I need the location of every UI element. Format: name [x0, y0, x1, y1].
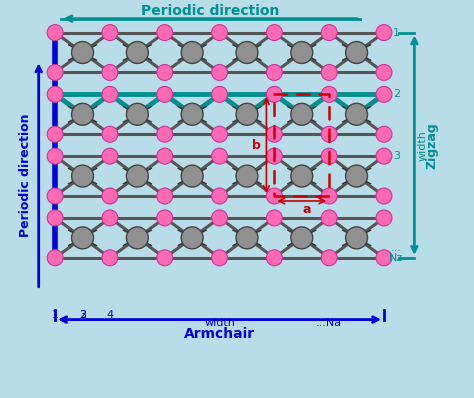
Text: 2: 2 — [393, 90, 400, 100]
Text: Periodic direction: Periodic direction — [141, 4, 279, 18]
Text: ...Na: ...Na — [316, 318, 342, 328]
Circle shape — [127, 165, 148, 187]
Text: 2: 2 — [79, 310, 86, 320]
Circle shape — [211, 25, 228, 41]
Circle shape — [72, 165, 93, 187]
Circle shape — [72, 227, 93, 249]
Text: 3: 3 — [393, 151, 400, 161]
Circle shape — [376, 188, 392, 204]
Circle shape — [157, 126, 173, 142]
Circle shape — [236, 41, 258, 63]
Text: b: b — [252, 139, 261, 152]
Circle shape — [321, 25, 337, 41]
Circle shape — [102, 148, 118, 164]
Circle shape — [376, 126, 392, 142]
Circle shape — [291, 227, 313, 249]
Text: Armchair: Armchair — [184, 326, 255, 341]
Circle shape — [266, 64, 283, 80]
Circle shape — [321, 126, 337, 142]
Circle shape — [102, 210, 118, 226]
Circle shape — [236, 227, 258, 249]
Text: Nz: Nz — [389, 253, 403, 263]
Circle shape — [266, 210, 283, 226]
Circle shape — [127, 41, 148, 63]
Circle shape — [346, 41, 367, 63]
Circle shape — [211, 210, 228, 226]
Circle shape — [291, 165, 313, 187]
Circle shape — [102, 86, 118, 102]
Text: width: width — [204, 318, 235, 328]
Circle shape — [266, 126, 283, 142]
Circle shape — [181, 165, 203, 187]
Circle shape — [376, 250, 392, 266]
Circle shape — [266, 188, 283, 204]
Circle shape — [157, 210, 173, 226]
Circle shape — [211, 188, 228, 204]
Text: 3: 3 — [79, 310, 86, 320]
Circle shape — [266, 25, 283, 41]
Circle shape — [321, 148, 337, 164]
Circle shape — [157, 86, 173, 102]
Circle shape — [47, 86, 63, 102]
Circle shape — [376, 210, 392, 226]
Circle shape — [211, 148, 228, 164]
Circle shape — [321, 188, 337, 204]
Circle shape — [102, 250, 118, 266]
Circle shape — [157, 148, 173, 164]
Circle shape — [47, 126, 63, 142]
Circle shape — [157, 188, 173, 204]
Text: a: a — [302, 203, 311, 217]
Circle shape — [211, 64, 228, 80]
Circle shape — [211, 250, 228, 266]
Circle shape — [102, 25, 118, 41]
Text: 1: 1 — [52, 310, 59, 320]
Circle shape — [102, 64, 118, 80]
Circle shape — [47, 250, 63, 266]
Circle shape — [211, 126, 228, 142]
Circle shape — [321, 86, 337, 102]
Circle shape — [102, 126, 118, 142]
Circle shape — [376, 25, 392, 41]
Circle shape — [157, 64, 173, 80]
Circle shape — [102, 188, 118, 204]
Circle shape — [321, 210, 337, 226]
Circle shape — [266, 148, 283, 164]
Circle shape — [47, 64, 63, 80]
Circle shape — [346, 165, 367, 187]
Circle shape — [127, 227, 148, 249]
Circle shape — [321, 250, 337, 266]
Circle shape — [181, 227, 203, 249]
Circle shape — [266, 250, 283, 266]
Circle shape — [47, 25, 63, 41]
Circle shape — [211, 86, 228, 102]
Circle shape — [127, 103, 148, 125]
Circle shape — [157, 250, 173, 266]
Text: Zigzag: Zigzag — [426, 122, 439, 169]
Circle shape — [291, 103, 313, 125]
Text: 4: 4 — [106, 310, 113, 320]
Circle shape — [376, 86, 392, 102]
Circle shape — [346, 227, 367, 249]
Circle shape — [376, 148, 392, 164]
Circle shape — [376, 64, 392, 80]
Circle shape — [236, 103, 258, 125]
Circle shape — [346, 103, 367, 125]
Circle shape — [291, 41, 313, 63]
Circle shape — [72, 103, 93, 125]
Circle shape — [181, 41, 203, 63]
Circle shape — [47, 210, 63, 226]
Circle shape — [47, 148, 63, 164]
Text: Periodic direction: Periodic direction — [19, 113, 32, 237]
Circle shape — [47, 188, 63, 204]
Circle shape — [181, 103, 203, 125]
Circle shape — [266, 86, 283, 102]
Circle shape — [236, 165, 258, 187]
Circle shape — [157, 25, 173, 41]
Text: width: width — [417, 130, 428, 161]
Circle shape — [72, 41, 93, 63]
Text: 1: 1 — [393, 27, 400, 37]
Text: ...: ... — [391, 243, 402, 253]
Circle shape — [321, 64, 337, 80]
